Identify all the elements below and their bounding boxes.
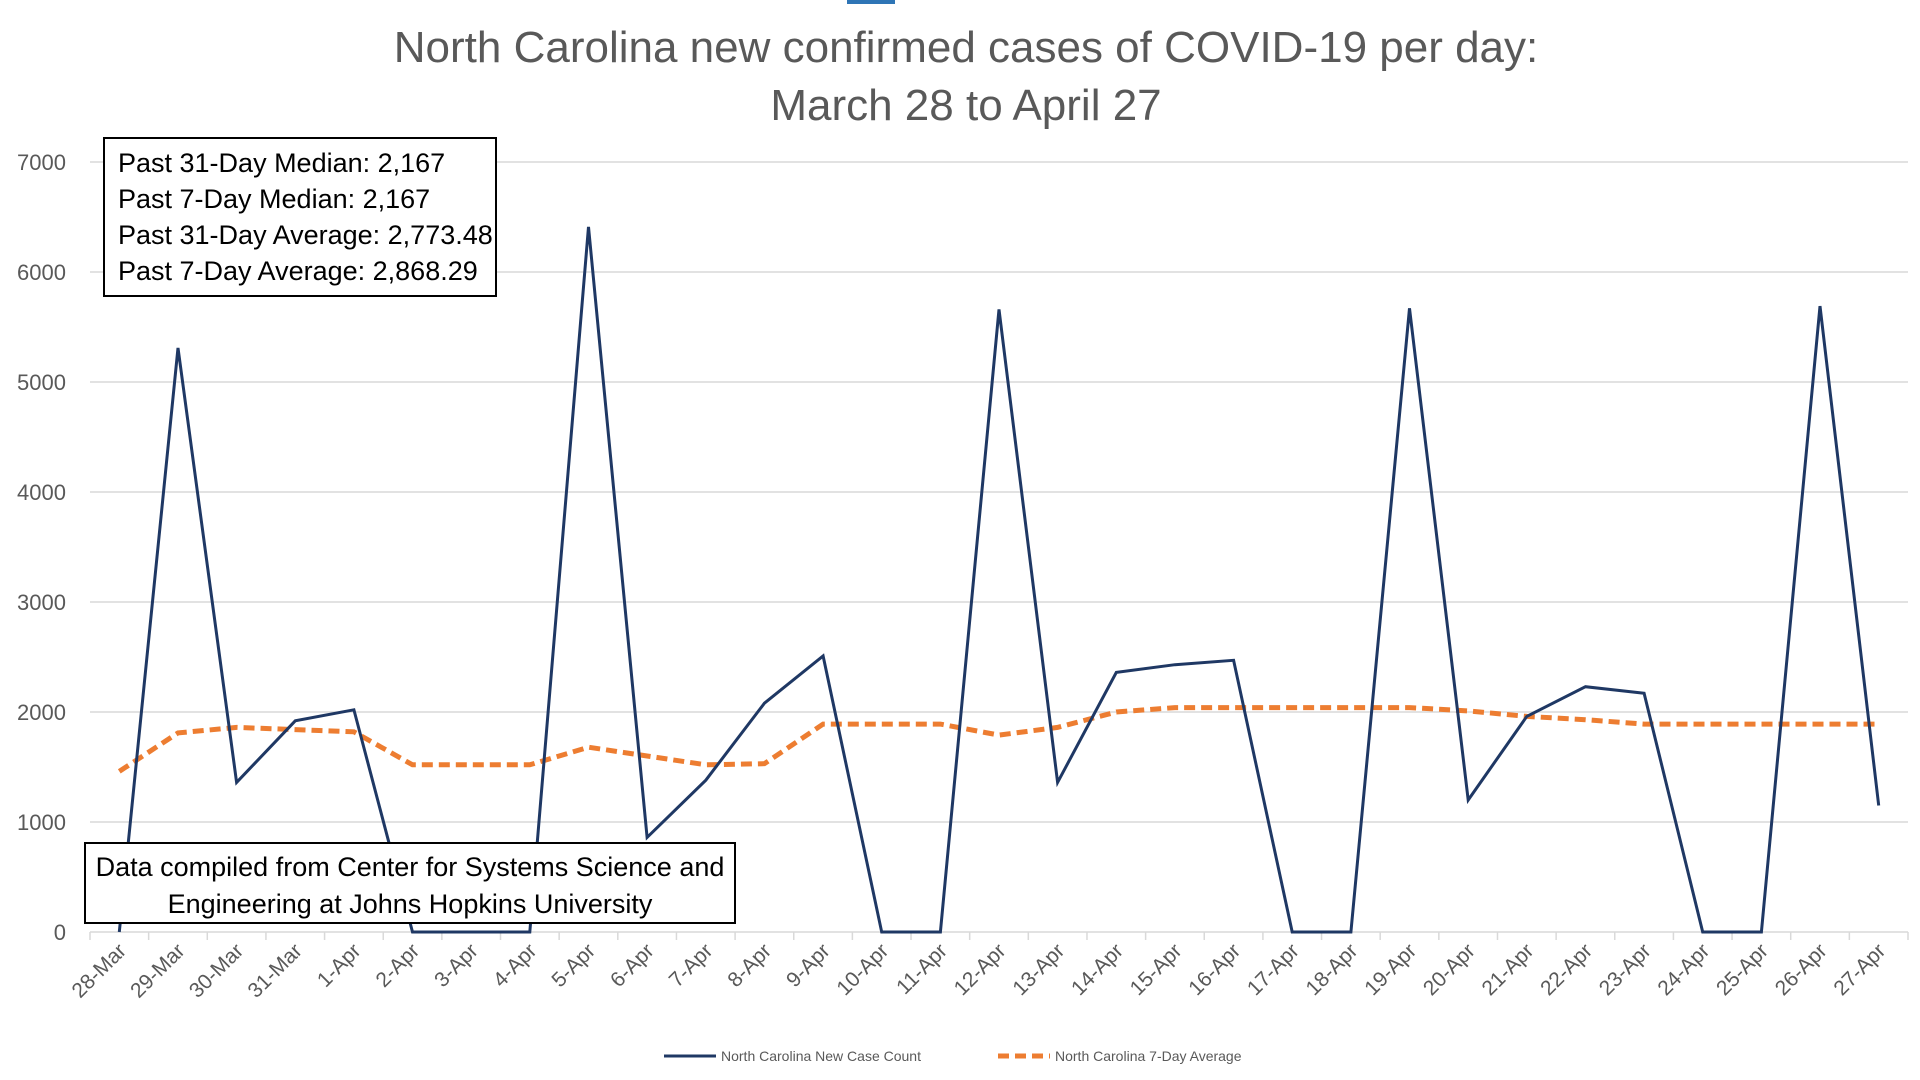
y-tick-label: 0 xyxy=(54,920,66,945)
legend: North Carolina New Case Count North Caro… xyxy=(664,1048,1242,1064)
y-tick-label: 1000 xyxy=(17,810,66,835)
legend-label-7-day-average: North Carolina 7-Day Average xyxy=(1055,1048,1242,1064)
x-tick-label: 6-Apr xyxy=(606,939,659,992)
series-line-new-case-count xyxy=(117,226,1881,934)
x-tick-label: 17-Apr xyxy=(1243,939,1304,1000)
x-tick-label: 25-Apr xyxy=(1712,939,1773,1000)
chart-title: North Carolina new confirmed cases of CO… xyxy=(394,23,1539,72)
legend-label-new-cases: North Carolina New Case Count xyxy=(721,1048,921,1064)
source-line-1: Data compiled from Center for Systems Sc… xyxy=(96,852,725,882)
y-tick-label: 3000 xyxy=(17,590,66,615)
series-layer xyxy=(117,226,1881,934)
top-accent-bar xyxy=(847,0,895,4)
x-tick-label: 27-Apr xyxy=(1829,939,1890,1000)
x-tick-label: 30-Mar xyxy=(185,939,248,1002)
x-tick-label: 26-Apr xyxy=(1771,939,1832,1000)
y-tick-label: 7000 xyxy=(17,150,66,175)
stats-median-7: Past 7-Day Median: 2,167 xyxy=(118,184,430,214)
y-tick-label: 5000 xyxy=(17,370,66,395)
source-box: Data compiled from Center for Systems Sc… xyxy=(84,842,736,924)
x-tick-label: 18-Apr xyxy=(1302,939,1363,1000)
x-tick-label: 9-Apr xyxy=(782,939,835,992)
x-tick-label: 7-Apr xyxy=(665,939,718,992)
x-tick-label: 4-Apr xyxy=(489,939,542,992)
x-tick-label: 12-Apr xyxy=(950,939,1011,1000)
x-tick-label: 14-Apr xyxy=(1067,939,1128,1000)
y-tick-label: 4000 xyxy=(17,480,66,505)
x-tick-label: 10-Apr xyxy=(832,939,893,1000)
source-line-2: Engineering at Johns Hopkins University xyxy=(168,889,653,919)
stats-median-31: Past 31-Day Median: 2,167 xyxy=(118,148,445,178)
x-tick-label: 19-Apr xyxy=(1360,939,1421,1000)
x-tick-label: 28-Mar xyxy=(68,939,131,1002)
x-tick-label: 15-Apr xyxy=(1126,939,1187,1000)
x-tick-label: 23-Apr xyxy=(1595,939,1656,1000)
x-tick-label: 16-Apr xyxy=(1184,939,1245,1000)
x-tick-label: 5-Apr xyxy=(547,939,600,992)
x-tick-label: 13-Apr xyxy=(1008,939,1069,1000)
y-tick-label: 2000 xyxy=(17,700,66,725)
series-line-7-day-average xyxy=(117,705,1879,774)
x-tick-label: 3-Apr xyxy=(430,939,483,992)
x-tick-label: 24-Apr xyxy=(1653,939,1714,1000)
x-tick-label: 21-Apr xyxy=(1478,939,1539,1000)
chart-subtitle: March 28 to April 27 xyxy=(770,81,1161,130)
x-tick-label: 2-Apr xyxy=(372,939,425,992)
stats-box: Past 31-Day Median: 2,167 Past 7-Day Med… xyxy=(103,137,497,297)
x-tick-label: 31-Mar xyxy=(243,939,306,1002)
x-tick-label: 20-Apr xyxy=(1419,939,1480,1000)
stats-average-31: Past 31-Day Average: 2,773.48 xyxy=(118,220,493,250)
x-tick-label: 29-Mar xyxy=(126,939,189,1002)
y-tick-label: 6000 xyxy=(17,260,66,285)
x-tick-label: 11-Apr xyxy=(892,939,952,999)
x-tick-label: 8-Apr xyxy=(723,939,776,992)
stats-average-7: Past 7-Day Average: 2,868.29 xyxy=(118,256,478,286)
y-axis: 0 1000 2000 3000 4000 5000 6000 7000 xyxy=(17,150,66,945)
x-tick-label: 1-Apr xyxy=(313,939,366,992)
x-tick-label: 22-Apr xyxy=(1536,939,1597,1000)
